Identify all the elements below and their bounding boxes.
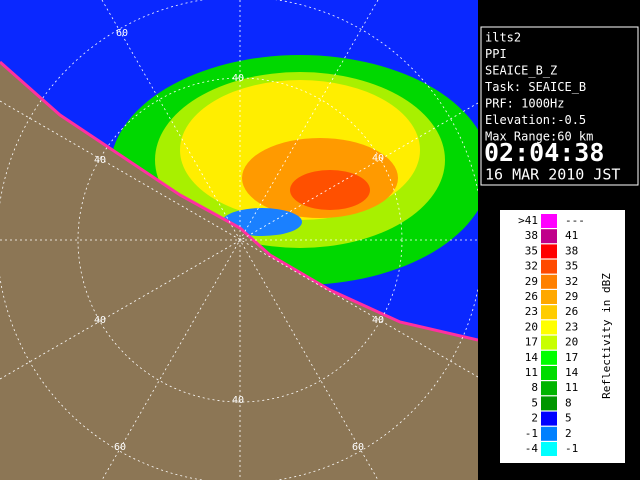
legend-high: 2 xyxy=(565,427,572,440)
time: 02:04:38 xyxy=(484,138,604,167)
radial xyxy=(101,0,379,480)
range-label: 40 xyxy=(372,315,384,326)
legend-high: 35 xyxy=(565,260,578,273)
legend-swatch xyxy=(541,290,557,304)
legend-high: --- xyxy=(565,214,585,227)
legend-high: 41 xyxy=(565,229,578,242)
legend-swatch xyxy=(541,366,557,380)
legend-high: 23 xyxy=(565,320,578,333)
legend-low: 35 xyxy=(525,244,538,257)
legend-swatch xyxy=(541,411,557,426)
legend-low: 26 xyxy=(525,290,538,303)
legend-swatch xyxy=(541,274,557,289)
legend-low: -4 xyxy=(525,442,539,455)
range-label: 40 xyxy=(232,395,244,406)
info-text: ilts2 PPI SEAICE_B_Z Task: SEAICE_B PRF: 100… xyxy=(484,31,620,184)
range-label: 40 xyxy=(372,153,384,164)
legend-low: 8 xyxy=(531,381,538,394)
echo-red xyxy=(290,170,370,210)
legend-swatch xyxy=(541,244,557,259)
range-label: 40 xyxy=(94,315,106,326)
legend-low: 38 xyxy=(525,229,538,242)
legend-swatch xyxy=(541,214,557,228)
legend-title: Reflectivity in dBZ xyxy=(600,273,613,399)
legend-swatch xyxy=(541,335,557,350)
legend-swatch xyxy=(541,426,557,441)
legend-box xyxy=(500,210,625,463)
legend-low: -1 xyxy=(525,427,538,440)
range-label: 60 xyxy=(114,442,126,453)
range-label: 40 xyxy=(94,155,106,166)
radial xyxy=(0,102,478,380)
info-line: Elevation:-0.5 xyxy=(485,113,586,127)
range-label: 60 xyxy=(116,28,128,39)
legend-swatch xyxy=(541,305,557,320)
legend-low: 32 xyxy=(525,260,538,273)
info-line: Max Range:60 km xyxy=(485,130,593,144)
legend-high: -1 xyxy=(565,442,578,455)
legend-swatch xyxy=(541,442,557,456)
legend-swatch xyxy=(541,396,557,411)
info-panel xyxy=(480,26,639,186)
legend-swatch xyxy=(541,381,557,396)
date: 16 MAR 2010 JST xyxy=(485,166,620,184)
legend-high: 8 xyxy=(565,396,572,409)
legend-low: 11 xyxy=(525,366,538,379)
legend-high: 5 xyxy=(565,412,572,425)
legend-low: 20 xyxy=(525,320,538,333)
range-labels: 60 40 40 40 40 40 40 60 60 xyxy=(94,28,384,453)
range-label: 60 xyxy=(352,442,364,453)
legend-low: 5 xyxy=(531,396,538,409)
range-rings xyxy=(0,0,478,480)
legend-high: 14 xyxy=(565,366,579,379)
legend-high: 11 xyxy=(565,381,578,394)
legend-low: >41 xyxy=(518,214,538,227)
radial xyxy=(0,100,478,378)
legend-high: 26 xyxy=(565,305,578,318)
legend-high: 32 xyxy=(565,275,578,288)
info-line: ilts2 xyxy=(485,31,521,45)
legend-high: 38 xyxy=(565,244,578,257)
radar-map: 60 40 40 40 40 40 40 60 60 xyxy=(0,0,478,480)
info-line: PPI xyxy=(485,47,507,61)
legend-swatch xyxy=(541,320,557,335)
info-line: Task: SEAICE_B xyxy=(485,80,586,94)
legend-low: 29 xyxy=(525,275,538,288)
legend-high: 17 xyxy=(565,351,578,364)
legend-low: 14 xyxy=(525,351,539,364)
info-line: PRF: 1000Hz xyxy=(485,97,564,111)
legend-high: 29 xyxy=(565,290,578,303)
legend-swatch xyxy=(541,259,557,274)
legend-low: 17 xyxy=(525,336,538,349)
legend-low: 2 xyxy=(531,412,538,425)
legend-swatch xyxy=(541,229,557,244)
legend: >41 --- 38 41 35 38 32 35 29 32 26 29 23 26 20 23 17 20 14… xyxy=(518,214,613,456)
coast-echo xyxy=(0,60,478,342)
info-line: SEAICE_B_Z xyxy=(485,64,557,78)
legend-low: 23 xyxy=(525,305,538,318)
legend-swatch xyxy=(541,350,557,365)
range-label: 40 xyxy=(232,73,244,84)
legend-high: 20 xyxy=(565,336,578,349)
